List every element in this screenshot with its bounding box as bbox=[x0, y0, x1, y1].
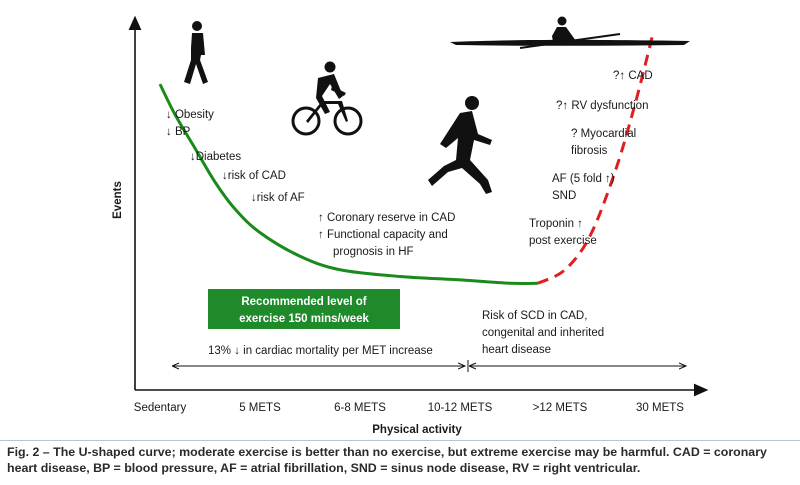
x-tick-labels: Sedentary 5 METS 6-8 METS 10-12 METS >12 MET… bbox=[134, 402, 685, 414]
red-dashed-curve-extreme-risk bbox=[537, 33, 655, 285]
recommended-box-line-1: Recommended level of bbox=[241, 296, 366, 308]
annotation-prognosis-hf: prognosis in HF bbox=[333, 246, 414, 258]
annotation-af-5fold: AF (5 fold ↑) bbox=[552, 173, 615, 185]
x-tick-label: Sedentary bbox=[134, 402, 187, 414]
annotation-troponin: Troponin ↑ bbox=[529, 218, 583, 230]
figure-caption: Fig. 2 – The U-shaped curve; moderate ex… bbox=[7, 444, 797, 476]
x-tick-label: 5 METS bbox=[239, 402, 281, 414]
annotation-snd: SND bbox=[552, 190, 576, 202]
walking-person-icon bbox=[184, 21, 208, 84]
annotation-obesity: ↓ Obesity bbox=[166, 109, 214, 121]
x-tick-label: 10-12 METS bbox=[428, 402, 493, 414]
caption-divider bbox=[0, 440, 800, 441]
annotation-coronary-reserve: ↑ Coronary reserve in CAD bbox=[318, 212, 455, 224]
annotation-rv-dysfunction: ?↑ RV dysfunction bbox=[556, 100, 648, 112]
y-axis-label: Events bbox=[112, 181, 124, 219]
annotation-fibrosis: fibrosis bbox=[571, 145, 608, 157]
annotation-diabetes: ↓Diabetes bbox=[190, 151, 241, 163]
annotation-functional-capacity: ↑ Functional capacity and bbox=[318, 229, 448, 241]
x-tick-label: 30 METS bbox=[636, 402, 684, 414]
green-curve-moderate-benefit bbox=[158, 83, 539, 285]
x-tick-label: 6-8 METS bbox=[334, 402, 386, 414]
u-shaped-curve-figure: Events Physical activity Sedentary 5 METS… bbox=[112, 15, 709, 436]
annotation-mortality: 13% ↓ in cardiac mortality per MET incre… bbox=[208, 345, 433, 357]
caption-text: The U-shaped curve; moderate exercise is… bbox=[7, 445, 767, 475]
annotation-post-exercise: post exercise bbox=[529, 235, 597, 247]
annotation-bp: ↓ BP bbox=[166, 126, 191, 138]
x-tick-label: >12 METS bbox=[533, 402, 588, 414]
caption-label: Fig. 2 – bbox=[7, 445, 54, 459]
annotation-scd-1: Risk of SCD in CAD, bbox=[482, 310, 587, 322]
x-axis-label: Physical activity bbox=[372, 424, 462, 436]
annotation-risk-cad: ↓risk of CAD bbox=[222, 170, 286, 182]
annotation-scd-2: congenital and inherited bbox=[482, 327, 604, 339]
annotation-cad-risk: ?↑ CAD bbox=[613, 70, 653, 82]
rower-icon bbox=[450, 16, 690, 49]
annotation-risk-af: ↓risk of AF bbox=[251, 192, 305, 204]
cyclist-icon bbox=[291, 61, 363, 136]
annotation-myocardial: ? Myocardial bbox=[571, 128, 636, 140]
annotation-scd-3: heart disease bbox=[482, 344, 551, 356]
recommended-box-line-2: exercise 150 mins/week bbox=[239, 313, 369, 325]
runner-icon bbox=[428, 96, 492, 194]
recommended-level-box bbox=[208, 289, 400, 329]
